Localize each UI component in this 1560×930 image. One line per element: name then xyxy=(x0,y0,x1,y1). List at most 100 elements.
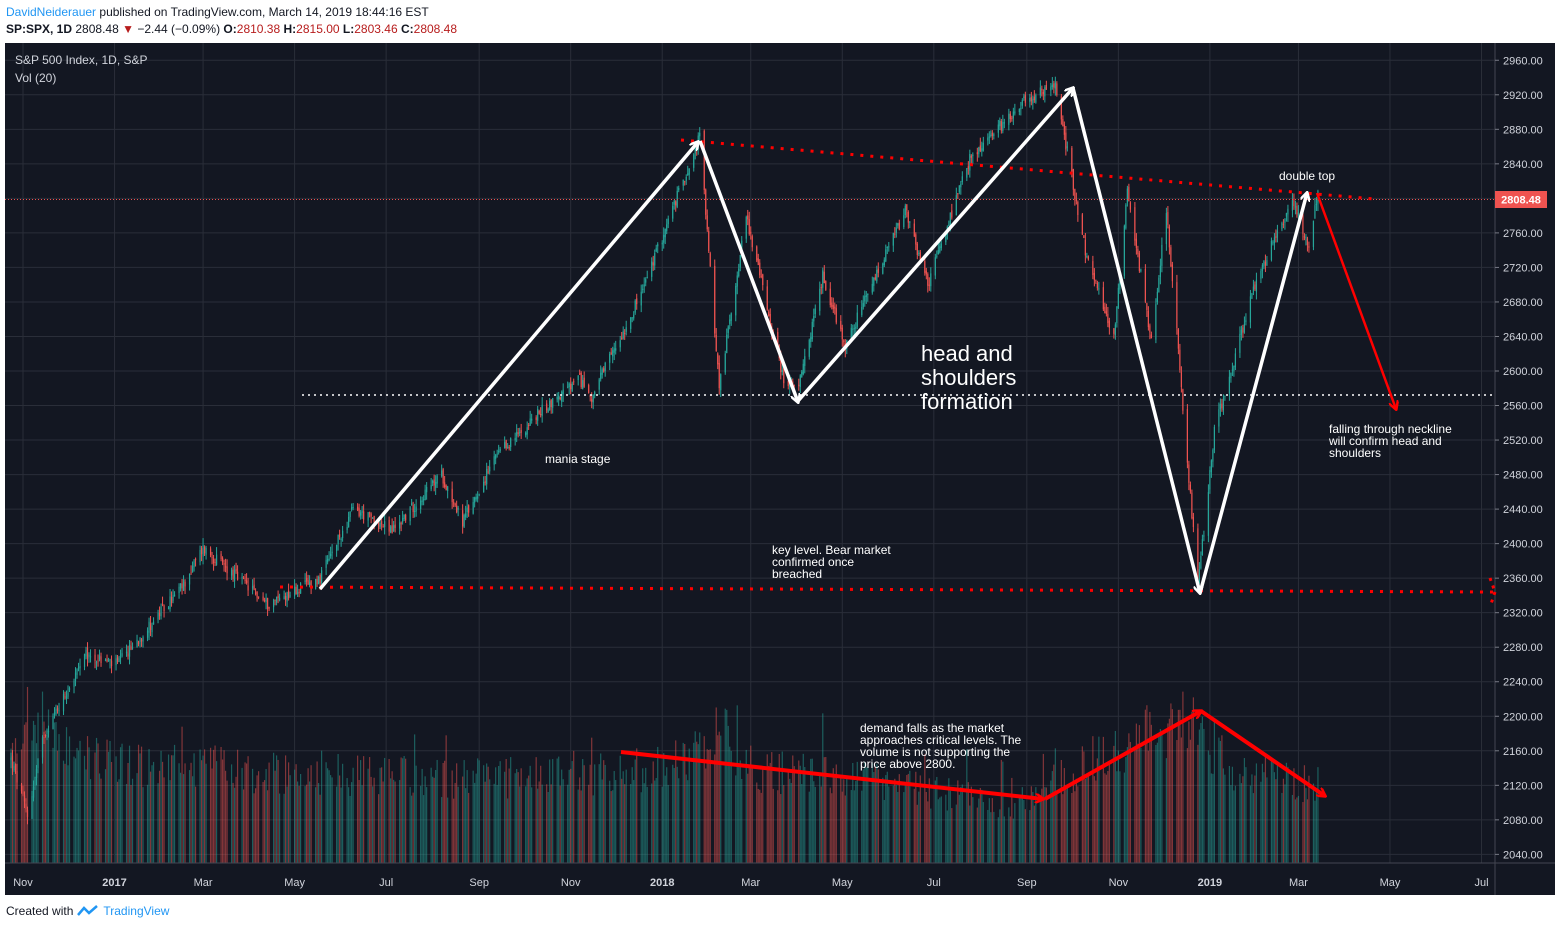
tradingview-brand-link[interactable]: TradingView xyxy=(103,904,170,918)
candle-body xyxy=(1029,97,1031,102)
volume-bar xyxy=(86,736,89,863)
decline-arrow[interactable] xyxy=(1071,87,1200,593)
volume-bar xyxy=(1285,762,1288,863)
volume-bar xyxy=(1012,818,1014,863)
candle-body xyxy=(903,215,905,228)
key-level-line[interactable] xyxy=(279,585,1496,594)
rally-arrow[interactable] xyxy=(796,88,1073,403)
volume-decline-arrow[interactable] xyxy=(620,750,1043,799)
candle-body xyxy=(1107,313,1109,324)
volume-bar xyxy=(289,775,291,863)
recovery-arrow[interactable] xyxy=(1198,193,1307,594)
volume-bar xyxy=(190,762,192,863)
candle-body xyxy=(1002,122,1004,132)
candle-body xyxy=(468,505,470,513)
candle-body xyxy=(381,521,383,525)
volume-bar xyxy=(160,750,162,863)
volume-bar xyxy=(1102,736,1104,863)
volume-bar xyxy=(489,779,491,863)
volume-bar xyxy=(1249,785,1252,863)
candle-body xyxy=(330,553,332,557)
candle-body xyxy=(430,485,432,490)
candle-body xyxy=(1077,201,1079,215)
candle-body xyxy=(990,134,992,136)
forecast-arrow[interactable] xyxy=(1315,192,1396,409)
candle-body xyxy=(813,315,815,322)
candle-body xyxy=(867,293,869,296)
volume-fall-arrow[interactable] xyxy=(1199,709,1325,796)
volume-bar xyxy=(1293,768,1295,863)
candle-body xyxy=(1062,118,1064,126)
candle-body xyxy=(1315,203,1318,206)
candle-body xyxy=(1263,260,1265,267)
drawings[interactable] xyxy=(279,87,1497,801)
candle-body xyxy=(1125,204,1127,229)
volume-bar xyxy=(223,750,225,863)
volume-bar xyxy=(655,777,657,863)
candle-body xyxy=(1207,492,1210,536)
volume-bar xyxy=(685,774,687,863)
drop-arrow[interactable] xyxy=(698,140,798,402)
volume-bar xyxy=(296,781,299,863)
candle-body xyxy=(316,578,318,585)
time-tick-label: 2019 xyxy=(1198,877,1222,889)
volume-bar xyxy=(1273,772,1276,863)
volume-bar xyxy=(342,763,344,863)
candle-body xyxy=(519,432,521,434)
candle-body xyxy=(1252,286,1255,293)
volume-bar xyxy=(903,792,905,863)
volume-bar xyxy=(789,778,791,863)
candle-body xyxy=(1096,283,1098,289)
price-chart[interactable]: 2040.00 2080.00 2120.00 2160.00 2200.00 2240.… xyxy=(5,43,1555,895)
volume-bar xyxy=(547,792,549,863)
candle-body xyxy=(399,522,401,529)
price-tick-label: 2200.00 xyxy=(1503,711,1543,723)
volume-bar xyxy=(969,805,971,863)
volume-bar xyxy=(684,743,686,863)
candle-body xyxy=(327,559,329,563)
volume-bar xyxy=(603,760,605,863)
candle-body xyxy=(484,481,486,483)
volume-bar xyxy=(762,766,764,863)
low-label: L: xyxy=(342,22,355,36)
volume-bar xyxy=(750,745,752,863)
mania-arrow[interactable] xyxy=(318,142,698,591)
volume-bar xyxy=(927,801,929,863)
volume-bar xyxy=(1240,783,1243,863)
candle-body xyxy=(520,430,522,433)
volume-bar xyxy=(1282,778,1285,863)
volume-bar xyxy=(1182,691,1184,863)
candle-body xyxy=(747,215,749,220)
volume-bar xyxy=(1263,772,1265,863)
candle-body xyxy=(720,374,722,391)
volume-bar xyxy=(1209,754,1211,863)
volume-bar xyxy=(1270,761,1273,863)
volume-bar xyxy=(209,747,212,863)
volume-bar xyxy=(907,773,909,863)
candle-body xyxy=(1180,372,1182,388)
candle-body xyxy=(583,377,585,387)
candle-body xyxy=(1123,225,1125,276)
volume-bar xyxy=(1224,774,1226,863)
author-link[interactable]: DavidNeiderauer xyxy=(6,5,97,19)
candle-body xyxy=(1284,219,1286,223)
candle-body xyxy=(598,379,600,390)
top-resistance-line[interactable] xyxy=(680,138,1376,201)
volume-bar xyxy=(295,764,297,863)
volume-bar xyxy=(381,767,383,863)
candle-body xyxy=(936,255,938,257)
volume-bar xyxy=(919,775,921,863)
candle-body xyxy=(106,658,108,662)
volume-bar xyxy=(158,770,161,863)
volume-bar xyxy=(583,765,585,863)
candle-body xyxy=(1282,223,1285,225)
volume-bar xyxy=(612,790,614,863)
volume-spike-arrow[interactable] xyxy=(1044,711,1201,801)
volume-bar xyxy=(409,787,411,863)
candle-body xyxy=(873,277,875,286)
candle-body xyxy=(958,185,960,193)
candle-body xyxy=(709,253,711,267)
candle-body xyxy=(850,327,852,341)
volume-bar xyxy=(495,767,497,863)
time-axis[interactable]: Nov 2017 Mar May Jul Sep Nov 2018 Mar May Jul Sep No… xyxy=(13,877,1488,889)
